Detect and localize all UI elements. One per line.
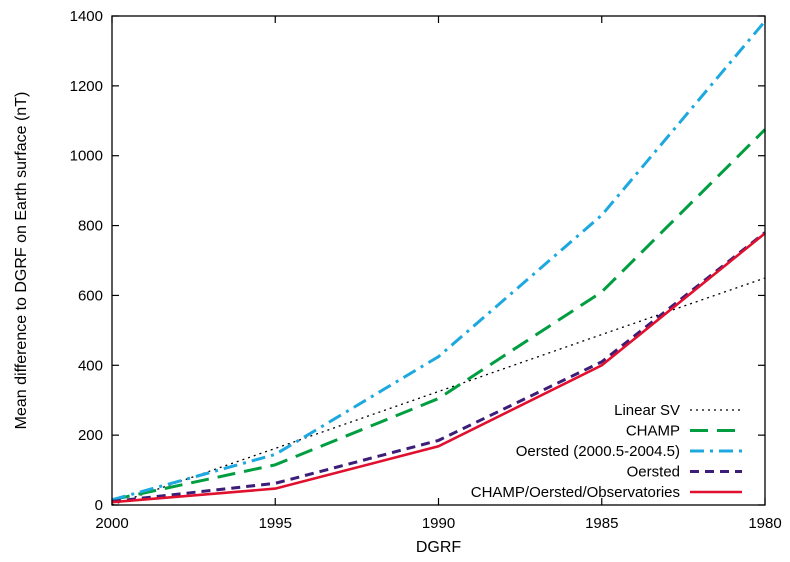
legend-label-1: CHAMP (626, 423, 680, 440)
series-line-3 (111, 231, 766, 503)
legend-label-2: Oersted (2000.5-2004.5) (516, 443, 680, 460)
legend: Linear SV CHAMP Oersted (2000.5-2004.5) Oer… (471, 402, 742, 501)
x-tick-label-4: 1980 (748, 515, 781, 532)
x-tick-label-1: 1995 (259, 515, 292, 532)
y-tick-label-0: 0 (95, 497, 103, 514)
plot-lines (111, 20, 767, 506)
series-line-0 (111, 277, 766, 506)
x-tick-label-0: 2000 (95, 515, 128, 532)
x-tick-label-2: 1990 (422, 515, 455, 532)
axis-ticks: 2000 1995 1990 1985 1980 0 200 400 600 800 1000 120… (70, 8, 782, 532)
x-axis-title: DGRF (416, 539, 462, 556)
y-tick-label-4: 800 (78, 218, 103, 235)
y-tick-label-3: 600 (78, 287, 103, 304)
x-tick-label-3: 1985 (585, 515, 618, 532)
y-axis-title: Mean difference to DGRF on Earth surface… (13, 92, 30, 430)
legend-label-3: Oersted (627, 464, 680, 481)
legend-label-0: Linear SV (614, 402, 680, 419)
series-line-2 (111, 20, 767, 502)
legend-label-4: CHAMP/Oersted/Observatories (471, 484, 680, 501)
y-tick-label-7: 1400 (70, 8, 103, 25)
y-tick-label-5: 1000 (70, 148, 103, 165)
y-tick-label-6: 1200 (70, 78, 103, 95)
series-line-1 (111, 128, 767, 502)
series-line-4 (111, 232, 766, 504)
y-tick-label-1: 200 (78, 427, 103, 444)
y-tick-label-2: 400 (78, 357, 103, 374)
